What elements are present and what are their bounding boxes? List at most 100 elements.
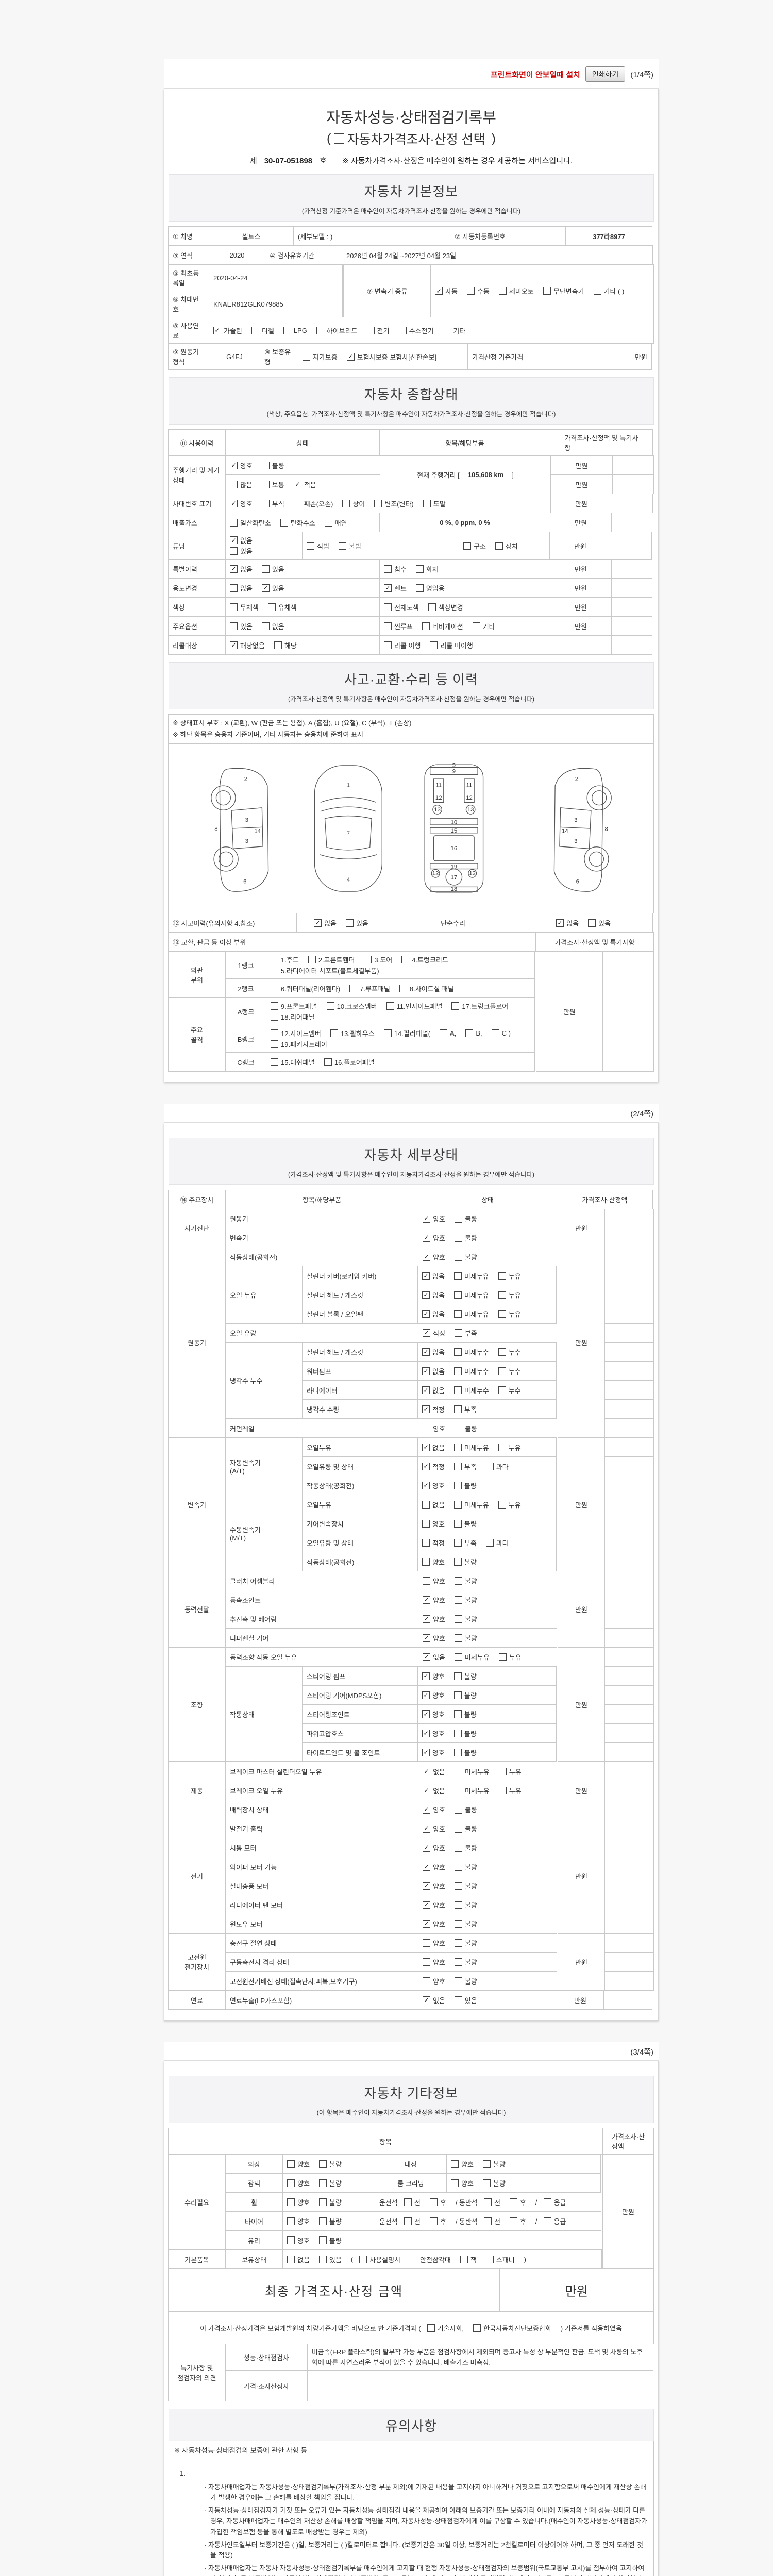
svg-text:12: 12 <box>466 795 473 801</box>
check-group: ✓ 양호 불량 <box>417 1742 557 1762</box>
check-group: 적정 부족 과다 <box>417 1533 557 1553</box>
check-group: 없음 ✓ 있음 <box>225 578 380 598</box>
item-cell: 구동축전지 격리 상태 <box>225 1952 418 1972</box>
item-cell: 디퍼렌셜 기어 <box>225 1628 418 1648</box>
price-cell: 만원 <box>558 1933 605 1991</box>
doc-number-line: 제 30-07-051898 호 ※ 자동차가격조사·산정은 매수인이 원하는 경우… <box>249 157 573 165</box>
item-cell: 스티어링 펌프 <box>302 1666 418 1686</box>
item-cell: 실내송풍 모터 <box>225 1876 418 1896</box>
item-cell: 오일유량 및 상태 <box>302 1533 418 1553</box>
item-cell: 스티어링 기어(MDPS포함) <box>302 1685 418 1705</box>
basic-info-table: ① 차명 셀토스 (세부모델 : ) ② 자동차등록번호 377라8977 ③ … <box>168 226 654 370</box>
field-label: ③ 연식 <box>168 245 209 265</box>
check-group: ✓ 없음 있음 <box>418 1990 557 2010</box>
page-strip: (3/4쪽) <box>164 2042 659 2061</box>
price-cell: 만원 <box>550 616 612 636</box>
price-cell: 만원 <box>558 1571 605 1648</box>
note-cell <box>612 494 653 513</box>
item-cell: 내장 <box>375 2154 447 2174</box>
check-group: ✓ 없음 미세누유 누유 <box>417 1437 557 1458</box>
check-group: ✓ 양호 불량 <box>418 1819 557 1839</box>
section-note: (가격산정 기준가격은 매수인이 자동차가격조사·산정을 원하는 경우에만 적습… <box>301 208 521 215</box>
item-cell: 작동상태(공회전) <box>225 1247 418 1267</box>
opinion-row-label: 가격·조사산정자 <box>225 2370 308 2402</box>
check-group: ✓ 적정 부족 <box>418 1323 557 1343</box>
field-label: ⑨ 원동기형식 <box>168 343 209 370</box>
note-cell <box>612 455 654 475</box>
svg-text:7: 7 <box>346 831 349 837</box>
device-label: 동력전달 <box>168 1571 226 1648</box>
section-detail-header: 자동차 세부상태 (가격조사·산정액 및 특기사항은 매수인이 자동차가격조사·… <box>169 1138 654 1185</box>
check-group: 전체도색 색상변경 <box>379 597 550 617</box>
doc-subtitle: (자동차가격조사·산정 선택) <box>327 131 496 147</box>
item-cell: 실린더 블록 / 오일팬 <box>302 1304 418 1324</box>
item-cell: 스티어링조인트 <box>302 1704 418 1724</box>
section-title: 유의사항 <box>385 2418 437 2434</box>
plate-number: 377라8977 <box>565 226 652 246</box>
item-cell: 파워고압호스 <box>302 1723 418 1743</box>
note-cell <box>611 559 652 579</box>
section-note: (색상, 주요옵션, 가격조사·산정액 및 특기사항은 매수인이 자동차가격조사… <box>266 411 556 418</box>
first-reg-date: 2020-04-24 <box>209 264 343 291</box>
price-cell: 만원 <box>558 1209 605 1248</box>
item-cell: 오일유량 및 상태 <box>302 1456 418 1477</box>
item-cell: 오일누유 <box>302 1437 418 1458</box>
price-basis-label: 가격산정 기준가격 <box>467 343 570 370</box>
item-cell: 실린더 헤드 / 개스킷 <box>302 1285 418 1305</box>
device-label: 연료 <box>168 1990 226 2010</box>
item-cell: 오일 유량 <box>225 1323 418 1343</box>
doc-title: 자동차성능·상태점검기록부 <box>326 110 496 126</box>
opinion-label: 특기사항 및 점검자의 의견 <box>168 2344 226 2402</box>
item-group-label: 작동상태 <box>225 1666 303 1762</box>
col-header: 가격조사·산정액 <box>557 1190 653 1210</box>
group-label: 주요 골격 <box>168 997 226 1072</box>
price-cell: 만원 <box>550 597 612 617</box>
print-install-link[interactable]: 프린트화면이 안보일때 설치 <box>490 70 580 79</box>
check-group: ✓ 양호 불량 <box>417 1723 557 1743</box>
item-cell: 유리 <box>225 2230 283 2250</box>
print-button[interactable]: 인쇄하기 <box>585 66 626 82</box>
section-title: 자동차 세부상태 <box>364 1147 459 1163</box>
price-cell: 만원 <box>558 1819 605 1934</box>
note-cell <box>602 951 654 1072</box>
price-cell: 만원 <box>549 532 611 560</box>
section-note: (가격조사·산정액 및 특기사항은 매수인이 자동차가격조사·산정을 원하는 경… <box>288 696 534 703</box>
svg-text:3: 3 <box>245 817 248 823</box>
svg-text:9: 9 <box>452 769 455 775</box>
check-group: 많음 보통 ✓ 적음 <box>225 474 380 494</box>
final-price-unit: 만원 <box>499 2268 654 2312</box>
section-basic-header: 자동차 기본정보 (가격산정 기준가격은 매수인이 자동차가격조사·산정을 원하… <box>169 174 654 222</box>
check-group: ✓ 없음 있음 <box>225 532 303 560</box>
check-group: 썬루프 네비게이션 기타 <box>379 616 550 636</box>
check-group: ✓ 없음 있음 <box>225 559 380 579</box>
check-group: 양호 불량 <box>446 2154 601 2174</box>
model-year: 2020 <box>209 245 265 265</box>
check-group: ✓ 양호 불량 <box>418 1914 557 1934</box>
section-title: 자동차 종합상태 <box>364 387 459 402</box>
svg-text:15: 15 <box>450 828 457 834</box>
field-label: ② 자동차등록번호 <box>450 226 566 246</box>
notes-body-1: 1. 자동차매매업자는 자동차성능·상태점검기록부(가격조사·산정 부분 제외)… <box>169 2460 654 2576</box>
rank-label: A랭크 <box>225 997 266 1026</box>
item-cell: 연료누출(LP가스포함) <box>225 1990 418 2010</box>
col-header: 상태 <box>418 1190 557 1210</box>
row-label: 튜닝 <box>168 532 226 560</box>
inspection-period: 2026년 04월 24일 ~2027년 04월 23일 <box>342 245 653 265</box>
check-group: ✓ 렌트 영업용 <box>379 578 550 598</box>
row-label: 차대번호 표기 <box>168 494 226 513</box>
item-cell: 라디에이터 팬 모터 <box>225 1895 418 1915</box>
page-2: 자동차 세부상태 (가격조사·산정액 및 특기사항은 매수인이 자동차가격조사·… <box>164 1123 659 2021</box>
svg-text:2: 2 <box>575 776 578 783</box>
rank-label: C랭크 <box>225 1052 266 1072</box>
legend: ※ 상태표시 부호 : X (교환), W (판금 또는 용접), A (흠집)… <box>168 714 654 744</box>
item-cell: 냉각수 수량 <box>302 1399 418 1419</box>
check-group: ✓ 양호 불량 <box>418 1247 557 1267</box>
field-label: ⑦ 변속기 종류 <box>343 264 431 317</box>
item-cell: 커먼레일 <box>225 1418 418 1438</box>
col-header: 항목 <box>168 2128 603 2155</box>
item-cell: 외장 <box>225 2154 283 2174</box>
check-group: 양호 불량 <box>417 1514 557 1534</box>
item-cell: 발전기 출력 <box>225 1819 418 1839</box>
section-note: (가격조사·산정액 및 특기사항은 매수인이 자동차가격조사·산정을 원하는 경… <box>288 1171 534 1179</box>
item-cell: 등속조인트 <box>225 1590 418 1610</box>
